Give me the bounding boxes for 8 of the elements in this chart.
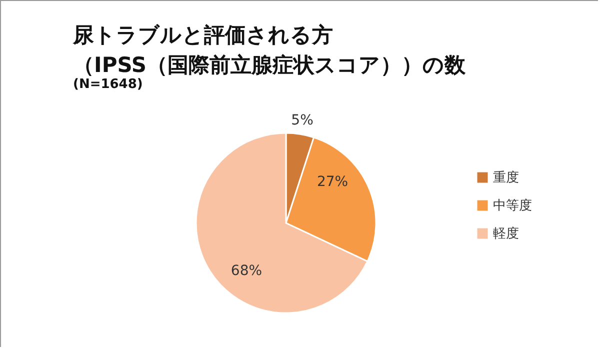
- legend-label: 中等度: [493, 198, 532, 214]
- legend-label: 重度: [493, 170, 519, 186]
- chart-title: 尿トラブルと評価される方（IPSS（国際前立腺症状スコア））の数: [72, 23, 467, 77]
- legend-label: 軽度: [493, 226, 519, 242]
- data-label: 68%: [230, 262, 262, 279]
- data-label: 27%: [316, 174, 348, 190]
- chart-subtitle: (N=1648): [73, 77, 143, 92]
- data-label: 5%: [291, 112, 314, 128]
